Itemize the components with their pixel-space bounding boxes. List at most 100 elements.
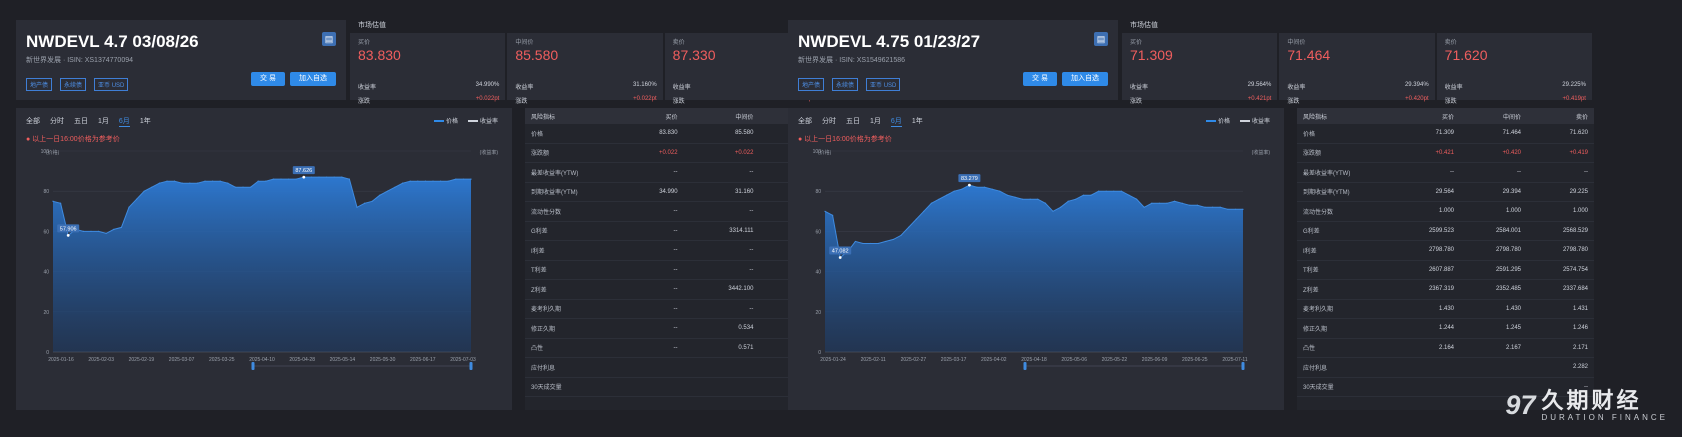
- table-row: 应付利息 2.282: [1297, 357, 1594, 378]
- range-tab[interactable]: 五日: [846, 118, 860, 125]
- price-point: [984, 186, 986, 188]
- risk-metric-label: I利差: [525, 240, 621, 261]
- y-tick-label: 100: [41, 149, 50, 155]
- price-point: [295, 178, 297, 180]
- document-icon[interactable]: ▤: [1094, 32, 1108, 46]
- risk-metric-value: --: [1460, 162, 1527, 183]
- price-point: [1060, 206, 1062, 208]
- y-axis-label-right: (收益率): [479, 150, 498, 156]
- yield-row: 收益率 31.160%: [515, 82, 656, 91]
- price-point: [1136, 198, 1138, 200]
- range-tab[interactable]: 1年: [139, 118, 151, 125]
- risk-metric-label: Z利差: [1297, 279, 1393, 300]
- range-tab[interactable]: 五日: [74, 118, 88, 125]
- bond-tag[interactable]: 地产债: [798, 78, 825, 91]
- legend-yield[interactable]: 收益率: [1239, 116, 1270, 125]
- risk-metric-value: 3442.100: [683, 279, 760, 300]
- chart-legend: 价格 收益率: [433, 116, 498, 125]
- yield-value: 34.990%: [475, 82, 500, 88]
- risk-metric-value: --: [621, 260, 684, 280]
- legend-price[interactable]: 价格: [1205, 116, 1230, 125]
- bond-tag[interactable]: 地产债: [26, 78, 53, 91]
- risk-metric-value: 29.564: [1393, 182, 1460, 202]
- bond-title: NWDEVL 4.7 03/08/26: [26, 32, 199, 51]
- yield-value: 29.225%: [1562, 82, 1586, 88]
- price-line: [824, 184, 1243, 259]
- document-icon[interactable]: ▤: [322, 32, 336, 46]
- range-tab[interactable]: 1年: [911, 118, 923, 125]
- price-point: [60, 202, 62, 204]
- price-point: [310, 176, 312, 178]
- brand-name-en: DURATION FINANCE: [1541, 413, 1668, 422]
- risk-metric-value: 2.282: [1527, 357, 1594, 378]
- change-value: +0.022pt: [475, 96, 500, 102]
- price-point: [105, 232, 107, 235]
- range-tab[interactable]: 1月: [98, 118, 109, 125]
- price-point: [394, 186, 396, 188]
- market-valuation: 市场估值 买价 71.309 收益率 29.564% 涨跌 +0.421pt 中…: [1122, 20, 1594, 105]
- range-tab[interactable]: 全部: [26, 118, 40, 125]
- change-label: 涨跌: [1130, 99, 1143, 105]
- legend-price[interactable]: 价格: [433, 116, 458, 125]
- risk-metric-value: [1460, 357, 1527, 378]
- price-point: [1075, 198, 1077, 200]
- price-point: [158, 182, 160, 184]
- add-watchlist-button[interactable]: 加入自选: [290, 72, 336, 86]
- risk-metric-value: +0.022: [621, 143, 684, 163]
- price-point: [364, 202, 366, 204]
- y-tick-label: 0: [46, 350, 49, 356]
- risk-metric-label: 涨跌额: [525, 143, 621, 163]
- price-point: [1113, 190, 1115, 192]
- table-row: 到期收益率(YTM) 29.564 29.394 29.225: [1297, 182, 1594, 202]
- risk-metric-label: 价格: [525, 124, 621, 144]
- x-tick-label: 2025-03-17: [941, 357, 967, 363]
- add-watchlist-button[interactable]: 加入自选: [1062, 72, 1108, 86]
- brand-logo: 97 久期财经 DURATION FINANCE: [1505, 389, 1668, 423]
- price-value: 87.330: [672, 47, 716, 63]
- price-point: [1120, 190, 1122, 192]
- bond-header: NWDEVL 4.75 01/23/27 新世界发展 · ISIN: XS154…: [788, 20, 1118, 100]
- bond-tag[interactable]: 亚币 USD: [866, 78, 901, 91]
- range-tab[interactable]: 全部: [798, 118, 812, 125]
- y-tick-label: 60: [815, 229, 821, 235]
- price-point: [938, 198, 940, 200]
- risk-metric-value: 2584.001: [1460, 221, 1527, 241]
- risk-metric-value: 2.167: [1460, 338, 1527, 358]
- bond-tag[interactable]: 永续债: [832, 78, 859, 91]
- risk-metric-value: 83.830: [621, 124, 684, 144]
- price-point: [1166, 202, 1168, 204]
- range-tab[interactable]: 6月: [890, 118, 902, 127]
- range-tab[interactable]: 6月: [118, 118, 130, 127]
- price-point: [1029, 198, 1031, 200]
- price-line: [52, 176, 471, 237]
- trade-button[interactable]: 交 易: [1023, 72, 1057, 86]
- price-point: [280, 178, 282, 180]
- legend-yield[interactable]: 收益率: [467, 116, 498, 125]
- price-point: [447, 180, 449, 182]
- range-tab[interactable]: 分时: [822, 118, 836, 125]
- price-point: [877, 242, 879, 245]
- y-tick-label: 40: [815, 270, 821, 276]
- risk-metric-label: 到期收益率(YTM): [525, 182, 621, 202]
- x-tick-label: 2025-05-06: [1061, 357, 1087, 363]
- price-point: [1196, 204, 1198, 206]
- risk-metric-value: 2798.780: [1393, 240, 1460, 261]
- x-tick-label: 2025-05-22: [1102, 357, 1128, 363]
- range-tab[interactable]: 1月: [870, 118, 881, 125]
- trade-button[interactable]: 交 易: [251, 72, 285, 86]
- change-label: 涨跌: [1287, 99, 1300, 105]
- risk-metric-value: 2798.780: [1527, 240, 1594, 261]
- bond-tag[interactable]: 永续债: [60, 78, 87, 91]
- bond-title: NWDEVL 4.75 01/23/27: [798, 32, 981, 51]
- bond-tag[interactable]: 亚币 USD: [94, 78, 129, 91]
- price-point: [379, 194, 381, 196]
- price-point: [1044, 202, 1046, 204]
- risk-metric-label: 涨跌额: [1297, 143, 1393, 163]
- risk-metric-value: 2599.523: [1393, 221, 1460, 241]
- range-tab[interactable]: 分时: [50, 118, 64, 125]
- price-chart: 全部 分时 五日 1月 6月 1年 价格 收益率 ● 以上一日16:00价格为参考价 (价…: [788, 108, 1284, 410]
- price-point: [204, 180, 206, 182]
- yield-label: 收益率: [1287, 85, 1306, 91]
